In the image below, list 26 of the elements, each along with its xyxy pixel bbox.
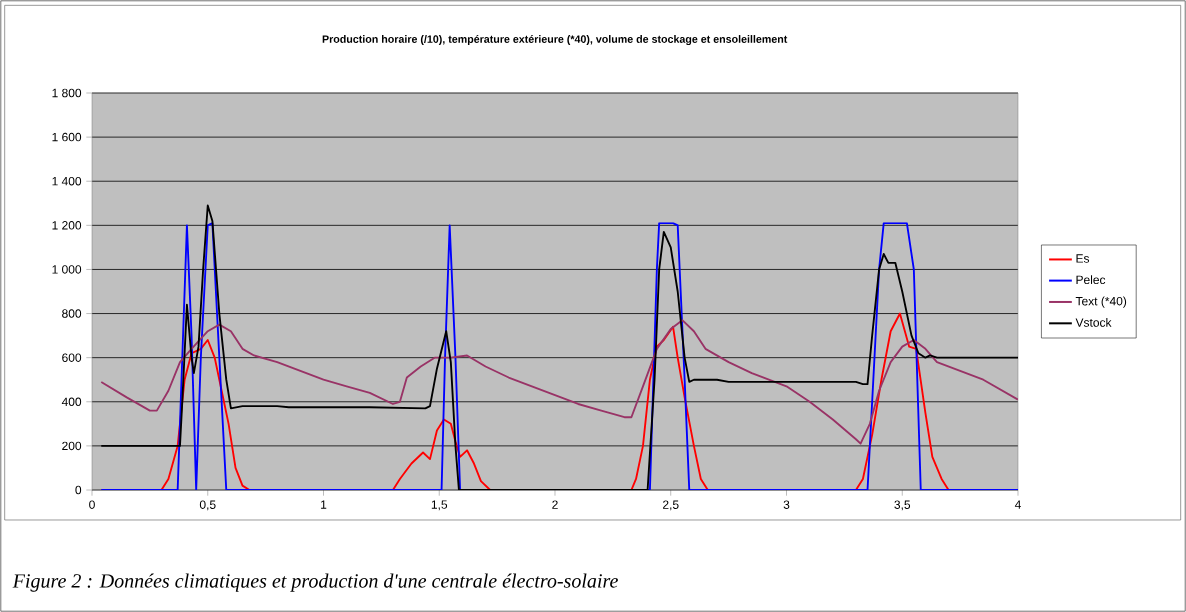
x-tick-label: 0,5 <box>199 500 216 511</box>
y-tick-label: 1 200 <box>52 221 82 230</box>
legend-label: Pelec <box>1076 275 1106 285</box>
y-tick-label: 200 <box>62 441 82 451</box>
y-tick-label: 600 <box>62 353 82 362</box>
x-tick-label: 3,5 <box>894 500 911 511</box>
legend-label: Vstock <box>1075 317 1112 327</box>
chart-title: Production horaire (/10), température extérieure (*40), volume de stockage et ensoleillement <box>322 34 788 46</box>
caption: Figure 2 : Données climatiques et production d'une centrale électro-solaire <box>12 573 618 592</box>
x-tick-label: 2,5 <box>663 500 679 511</box>
x-tick-label: 2 <box>552 500 558 509</box>
x-tick-label: 0 <box>89 500 95 509</box>
y-tick-label: 800 <box>62 309 82 318</box>
y-tick-label: 1 000 <box>52 265 82 274</box>
legend-label: Es <box>1076 254 1090 263</box>
x-tick-label: 4 <box>1014 500 1021 509</box>
legend-label: Text (*40) <box>1075 296 1127 308</box>
y-tick-label: 1 600 <box>52 132 82 142</box>
x-tick-label: 1 <box>321 500 327 509</box>
y-tick-label: 0 <box>75 485 82 495</box>
x-tick-label: 1,5 <box>431 500 448 511</box>
y-tick-label: 1 800 <box>52 88 82 98</box>
x-tick-label: 3 <box>783 500 790 509</box>
line-series <box>100 319 1018 445</box>
y-tick-label: 400 <box>61 397 82 407</box>
y-tick-label: 1 400 <box>52 176 82 186</box>
